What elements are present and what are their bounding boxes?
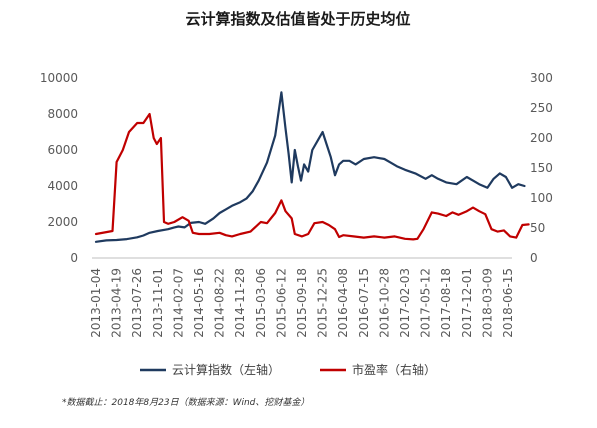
x-tick-label: 2014-08-22 xyxy=(213,268,227,338)
x-tick-label: 2015-06-12 xyxy=(274,268,288,338)
x-tick-label: 2013-01-04 xyxy=(89,268,103,338)
footnote: *数据截止：2018年8月23日（数据来源：Wind、挖财基金） xyxy=(62,397,309,408)
x-tick-label: 2018-03-09 xyxy=(480,268,494,338)
right-y-axis: 0 50 100 150 200 250 300 xyxy=(530,71,553,265)
x-axis: 2013-01-04 2013-04-19 2013-07-26 2013-11-01… xyxy=(89,257,515,338)
right-y-tick-label: 150 xyxy=(530,161,553,175)
chart-title: 云计算指数及估值皆处于历史均位 xyxy=(185,10,410,28)
left-y-tick-label: 10000 xyxy=(40,71,78,85)
left-y-tick-label: 0 xyxy=(70,251,78,265)
series-line-pe-ratio xyxy=(94,112,530,241)
legend: 云计算指数（左轴） 市盈率（右轴） xyxy=(140,362,436,377)
x-tick-label: 2016-10-28 xyxy=(377,268,391,338)
right-y-tick-label: 0 xyxy=(530,251,538,265)
x-tick-label: 2014-05-16 xyxy=(192,268,206,338)
x-tick-label: 2017-08-18 xyxy=(439,268,453,338)
x-tick-label: 2016-07-15 xyxy=(357,268,371,338)
x-tick-label: 2018-06-15 xyxy=(501,268,515,338)
legend-label: 云计算指数（左轴） xyxy=(172,362,280,377)
x-tick-label: 2017-02-03 xyxy=(398,268,412,338)
x-tick-label: 2015-09-18 xyxy=(295,268,309,338)
right-y-tick-label: 200 xyxy=(530,131,553,145)
series-layer xyxy=(94,91,530,243)
x-tick-label: 2015-03-06 xyxy=(254,268,268,338)
legend-label: 市盈率（右轴） xyxy=(352,362,436,377)
series-line-cloud-index xyxy=(94,91,526,243)
x-tick-label: 2017-12-01 xyxy=(460,268,474,338)
x-tick-label: 2013-04-19 xyxy=(110,268,124,338)
left-y-axis: 0 2000 4000 6000 8000 10000 xyxy=(40,71,78,265)
x-tick-label: 2017-05-12 xyxy=(419,268,433,338)
x-tick-label: 2015-12-25 xyxy=(316,268,330,338)
right-y-tick-label: 50 xyxy=(530,221,545,235)
left-y-tick-label: 6000 xyxy=(47,143,78,157)
right-y-tick-label: 100 xyxy=(530,191,553,205)
x-tick-label: 2013-07-26 xyxy=(130,268,144,338)
right-y-tick-label: 250 xyxy=(530,101,553,115)
right-y-tick-label: 300 xyxy=(530,71,553,85)
left-y-tick-label: 2000 xyxy=(47,215,78,229)
x-tick-label: 2014-11-28 xyxy=(233,268,247,338)
x-tick-label: 2014-02-07 xyxy=(171,268,185,338)
left-y-tick-label: 8000 xyxy=(47,107,78,121)
x-tick-label: 2016-04-08 xyxy=(336,268,350,338)
x-tick-label: 2013-11-01 xyxy=(151,268,165,338)
left-y-tick-label: 4000 xyxy=(47,179,78,193)
